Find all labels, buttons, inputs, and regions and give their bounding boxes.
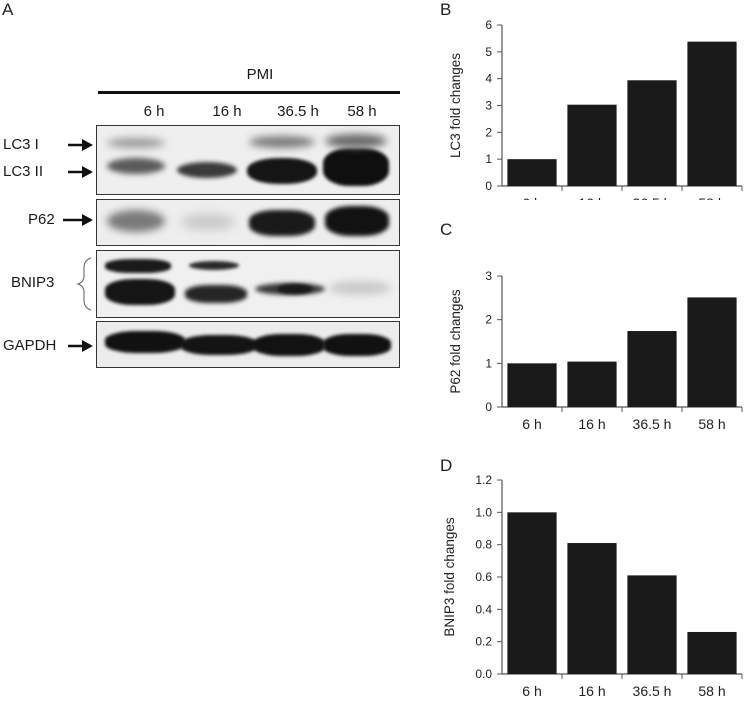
lc3-x-tick-label: 58 h xyxy=(698,195,725,200)
p62-x-tick-label: 6 h xyxy=(522,416,541,432)
row-label-lc3-i: LC3 I xyxy=(3,136,39,153)
p62-y-tick-label: 2 xyxy=(485,313,492,327)
lc3-y-tick-label: 6 xyxy=(485,18,492,32)
arrow-head-icon xyxy=(82,340,93,352)
bnip3-x-tick-label: 36.5 h xyxy=(633,683,672,699)
lc3-y-tick-label: 5 xyxy=(485,45,492,59)
blot-gapdh xyxy=(96,321,400,368)
p62-bar-4 xyxy=(687,297,737,407)
p62-y-tick-label: 3 xyxy=(485,269,492,283)
p62-y-tick-label: 1 xyxy=(485,356,492,370)
p62-x-tick-label: 58 h xyxy=(698,416,725,432)
row-label-lc3-ii: LC3 II xyxy=(3,163,44,180)
bnip3-y-tick-label: 1.0 xyxy=(475,505,492,519)
pmi-rule xyxy=(98,91,400,94)
p62-bar-3 xyxy=(627,331,677,407)
arrow-head-icon xyxy=(82,139,93,151)
lc3-x-tick-label: 36.5 h xyxy=(633,195,672,200)
chart-p62: 0 1 2 3 P62 fold changes 6 h 16 h 36.5 h 58 h xyxy=(448,269,743,432)
blot-lc3 xyxy=(96,125,400,195)
panel-d-letter: D xyxy=(440,456,453,475)
bnip3-y-tick-label: 0.6 xyxy=(475,570,492,584)
lc3-bar-2 xyxy=(567,104,617,186)
bnip3-x-tick-label: 58 h xyxy=(698,683,725,699)
panel-b-letter: B xyxy=(440,0,452,19)
lc3-y-tick-label: 3 xyxy=(485,99,492,113)
row-label-gapdh: GAPDH xyxy=(3,337,57,354)
row-label-p62: P62 xyxy=(28,211,55,228)
arrow-head-icon xyxy=(82,166,93,178)
lane-label-36-5h: 36.5 h xyxy=(277,103,319,120)
p62-y-tick-label: 0 xyxy=(485,400,492,414)
chart-bnip3: 0.0 0.2 0.4 0.6 0.8 1.0 1.2 BNIP3 fold changes 6… xyxy=(442,473,743,699)
blot-p62 xyxy=(96,199,400,246)
lc3-y-axis-label: LC3 fold changes xyxy=(448,53,463,158)
bnip3-y-tick-label: 0.8 xyxy=(475,538,492,552)
lc3-bar-1 xyxy=(507,159,557,186)
bnip3-bar-3 xyxy=(627,575,677,674)
row-label-bnip3: BNIP3 xyxy=(11,274,55,291)
bnip3-y-tick-label: 0.0 xyxy=(475,667,492,681)
lc3-x-tick-label: 16 h xyxy=(578,195,605,200)
p62-x-tick-label: 36.5 h xyxy=(633,416,672,432)
bnip3-bar-4 xyxy=(687,631,737,674)
blot-bnip3 xyxy=(96,250,400,318)
pmi-header: PMI xyxy=(246,66,274,83)
lc3-bar-4 xyxy=(687,41,737,187)
bnip3-x-tick-label: 16 h xyxy=(578,683,605,699)
bnip3-y-axis-label: BNIP3 fold changes xyxy=(442,517,457,637)
lane-label-58h: 58 h xyxy=(347,103,377,120)
lc3-y-tick-label: 0 xyxy=(485,179,492,193)
bnip3-bar-2 xyxy=(567,543,617,674)
bracket-icon xyxy=(76,257,92,311)
panel-a-letter: A xyxy=(2,0,14,19)
lc3-x-tick-label: 6 h xyxy=(522,195,541,200)
p62-x-tick-label: 16 h xyxy=(578,416,605,432)
bnip3-bar-1 xyxy=(507,512,557,674)
lc3-y-tick-label: 1 xyxy=(485,152,492,166)
arrow-head-icon xyxy=(82,214,93,226)
bnip3-y-tick-label: 1.2 xyxy=(475,473,492,487)
p62-bar-1 xyxy=(507,363,557,407)
panel-c-letter: C xyxy=(440,220,453,239)
lane-label-16h: 16 h xyxy=(212,103,242,120)
blot-label-markers xyxy=(63,139,93,352)
bnip3-y-tick-label: 0.2 xyxy=(475,635,492,649)
chart-lc3: 0 1 2 3 4 5 6 LC3 fold changes 6 h 16 h 36.5 h 58 h xyxy=(448,18,743,200)
p62-bar-2 xyxy=(567,361,617,407)
lc3-y-tick-label: 4 xyxy=(485,72,492,86)
lc3-bar-3 xyxy=(627,80,677,186)
bnip3-x-tick-label: 6 h xyxy=(522,683,541,699)
lane-label-6h: 6 h xyxy=(143,103,165,120)
p62-y-axis-label: P62 fold changes xyxy=(448,289,463,394)
lc3-y-tick-label: 2 xyxy=(485,125,492,139)
bnip3-y-tick-label: 0.4 xyxy=(475,602,492,616)
